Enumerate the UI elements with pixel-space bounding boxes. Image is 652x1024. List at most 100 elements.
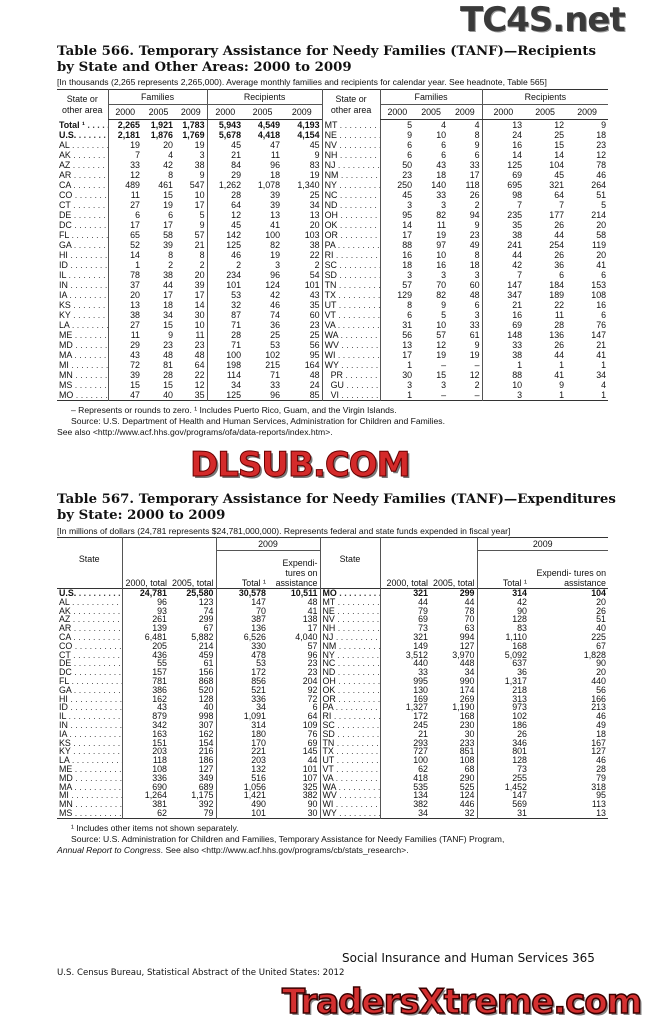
value-cell: 9 <box>199 220 205 230</box>
value-cell: 10,511 <box>290 588 318 598</box>
value-cell: 33 <box>436 190 447 200</box>
value-cell: 96 <box>307 649 318 660</box>
value-cell: 83 <box>309 160 320 170</box>
value-cell: 78 <box>107 270 142 280</box>
state-cell: CA <box>57 180 108 190</box>
value-cell: 147 <box>476 791 529 801</box>
value-cell: 82 <box>436 210 447 220</box>
table-row: LA271510713623VA311033692876 <box>57 320 608 330</box>
value-cell: 20 <box>596 596 606 607</box>
value-cell: 19 <box>270 250 281 260</box>
value-cell: 478 <box>215 650 268 660</box>
value-cell: 6 <box>601 310 607 320</box>
col-2000-total-right: 2000, total <box>379 537 430 589</box>
state-cell: MS <box>57 809 122 818</box>
value-cell: 156 <box>198 667 214 678</box>
state-cell: AZ <box>57 615 122 624</box>
table-row: MD292323715356WV13129332621 <box>57 340 608 350</box>
state-cell: NV <box>319 615 380 625</box>
value-cell: 42 <box>476 597 529 607</box>
value-cell: 17 <box>307 623 318 634</box>
value-cell: 87 <box>206 310 244 320</box>
value-cell: 314 <box>215 721 268 730</box>
value-cell: 1,876 <box>150 130 173 140</box>
value-cell: 3 <box>441 270 447 280</box>
table-566-headnote: [In thousands (2,265 represents 2,265,00… <box>57 77 547 87</box>
value-cell: 12 <box>206 210 244 220</box>
value-cell: 973 <box>476 703 529 713</box>
value-cell: 851 <box>459 746 475 757</box>
value-cell: 9 <box>379 130 415 140</box>
value-cell: 168 <box>476 641 529 651</box>
value-cell: 96 <box>270 160 281 170</box>
state-cell: NM <box>319 641 380 651</box>
state-cell: IL <box>57 270 108 280</box>
value-cell: 61 <box>469 330 480 340</box>
value-cell: 101 <box>302 763 318 774</box>
value-cell: 1,262 <box>206 180 244 190</box>
value-cell: 382 <box>379 800 430 809</box>
state-cell: UT <box>321 300 381 310</box>
value-cell: 30 <box>307 807 318 818</box>
value-cell: 24,781 <box>121 588 169 598</box>
state-cell: CA <box>57 633 122 642</box>
value-cell: 102 <box>476 712 529 721</box>
value-cell: 1,769 <box>182 130 205 140</box>
value-cell: 3,512 <box>379 650 430 660</box>
value-cell: 20 <box>596 667 606 678</box>
value-cell: 5 <box>199 210 205 220</box>
value-cell: 6 <box>379 150 415 160</box>
value-cell: 25 <box>554 130 565 140</box>
value-cell: 128 <box>476 756 529 765</box>
value-cell: 42 <box>481 260 525 270</box>
value-cell: 459 <box>198 649 214 660</box>
value-cell: 30 <box>194 310 205 320</box>
value-cell: 44 <box>464 596 475 607</box>
value-cell: 72 <box>307 693 318 704</box>
value-cell: 547 <box>189 180 205 190</box>
value-cell: 255 <box>476 773 529 783</box>
value-cell: 74 <box>270 310 281 320</box>
footer-publication: U.S. Census Bureau, Statistical Abstract… <box>57 968 345 978</box>
table-row: IA201717534243TX1298248347189108 <box>57 290 608 300</box>
value-cell: 14 <box>194 300 205 310</box>
value-cell: 46 <box>270 300 281 310</box>
group-recipients: Recipients <box>206 89 323 105</box>
value-cell: 16 <box>379 250 415 260</box>
value-cell: 127 <box>591 746 606 757</box>
value-cell: 124 <box>265 280 281 290</box>
value-cell: 32 <box>206 300 244 310</box>
value-cell: 16 <box>481 310 525 320</box>
state-cell: KY <box>57 310 108 320</box>
state-cell: NY <box>319 650 380 660</box>
group-families: Families <box>107 89 208 105</box>
value-cell: 60 <box>469 280 480 290</box>
value-cell: 69 <box>307 737 318 748</box>
group-families-right: Families <box>379 89 483 105</box>
value-cell: 418 <box>379 773 430 783</box>
state-cell: KS <box>57 739 122 748</box>
value-cell: 43 <box>121 703 169 713</box>
value-cell: 4 <box>474 120 480 130</box>
state-cell: VT <box>319 764 380 774</box>
value-cell: 95 <box>379 210 415 220</box>
value-cell: 21 <box>194 240 205 250</box>
watermark-logo-top: TC4S.net <box>460 0 626 40</box>
value-cell: 22 <box>309 250 320 260</box>
value-cell: 64 <box>206 200 244 210</box>
value-cell: 446 <box>459 799 475 810</box>
value-cell: 33 <box>481 340 525 350</box>
value-cell: 5,092 <box>476 650 529 660</box>
value-cell: 100 <box>206 350 244 360</box>
note: See also <http://www.acf.hhs.gov/program… <box>57 427 333 437</box>
value-cell: 7 <box>559 200 565 210</box>
value-cell: 2 <box>474 380 480 390</box>
value-cell: 50 <box>379 160 415 170</box>
state-cell: FL <box>57 677 122 686</box>
